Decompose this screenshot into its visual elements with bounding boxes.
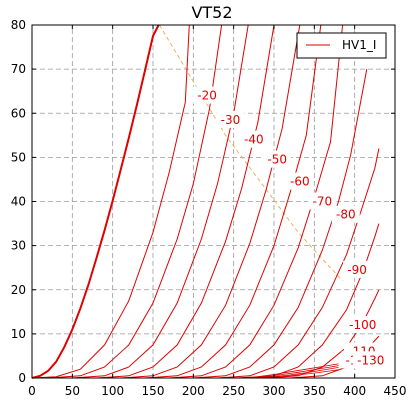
curve-label: -100 <box>349 318 376 332</box>
load-line-layer <box>159 24 343 282</box>
curve-label: -40 <box>244 133 264 147</box>
curve-label-bg <box>216 110 245 128</box>
curve-label: -1 <box>345 353 357 367</box>
y-tick-label: 60 <box>11 106 26 120</box>
y-tick-label: 0 <box>18 371 26 385</box>
series-line-14 <box>241 365 339 379</box>
y-tick-label: 30 <box>11 239 26 253</box>
curve-label-bg <box>193 86 222 104</box>
curve-label-bg <box>344 316 381 334</box>
legend-label: HV1_I <box>342 38 376 52</box>
curve-label: -60 <box>290 175 310 189</box>
load-line <box>159 24 343 282</box>
curve-label: -20 <box>197 89 217 103</box>
curve-label: -70 <box>313 195 333 209</box>
x-tick-label: 250 <box>222 384 245 398</box>
x-tick-label: 400 <box>343 384 366 398</box>
curve-label: -80 <box>336 208 356 222</box>
x-axis: 0 50 100 150 200 250 300 350 400 450 <box>28 25 406 398</box>
curve-labels-layer: -20-30-40-50-60-70-80-90-100-110-1-130 <box>193 86 389 369</box>
curve-label: -90 <box>347 263 367 277</box>
x-tick-label: 0 <box>28 384 36 398</box>
x-tick-label: 450 <box>384 384 407 398</box>
curve-label-bg <box>285 172 314 190</box>
series-line-13 <box>233 363 339 379</box>
y-tick-label: 20 <box>11 283 26 297</box>
curve-label-bg <box>263 150 292 168</box>
x-tick-label: 300 <box>263 384 286 398</box>
legend-box <box>296 32 387 59</box>
series-line-5 <box>120 24 301 379</box>
y-tick-label: 10 <box>11 327 26 341</box>
curve-label-bg <box>352 351 389 369</box>
y-tick-label: 50 <box>11 150 26 164</box>
legend: HV1_I <box>296 32 387 59</box>
series-line-15 <box>249 367 339 379</box>
y-axis: 0 10 20 30 40 50 60 70 80 <box>11 18 395 385</box>
x-tick-label: 200 <box>182 384 205 398</box>
series-line-7 <box>169 24 344 379</box>
curve-label: -130 <box>357 353 384 367</box>
series-line-1 <box>31 24 190 379</box>
x-tick-label: 150 <box>142 384 165 398</box>
y-tick-label: 40 <box>11 195 26 209</box>
series-line-9 <box>217 148 380 379</box>
curve-label: -50 <box>267 153 287 167</box>
y-tick-label: 70 <box>11 62 26 76</box>
series-line-10 <box>241 223 380 379</box>
series-line-2 <box>48 24 223 379</box>
x-tick-label: 50 <box>65 384 80 398</box>
series-line-16 <box>257 369 339 379</box>
chart-title: VT52 <box>191 3 232 22</box>
curve-label-bg <box>343 260 372 278</box>
x-tick-label: 100 <box>101 384 124 398</box>
series-line-0 <box>31 24 160 379</box>
curve-label-bg <box>331 205 360 223</box>
x-tick-label: 350 <box>303 384 326 398</box>
series-line-8 <box>193 69 368 379</box>
y-tick-label: 80 <box>11 18 26 32</box>
curve-label-bg <box>239 130 268 148</box>
curve-label: -30 <box>221 113 241 127</box>
series-line-3 <box>72 24 249 379</box>
curve-label-bg <box>308 192 337 210</box>
series-line-6 <box>144 24 322 379</box>
